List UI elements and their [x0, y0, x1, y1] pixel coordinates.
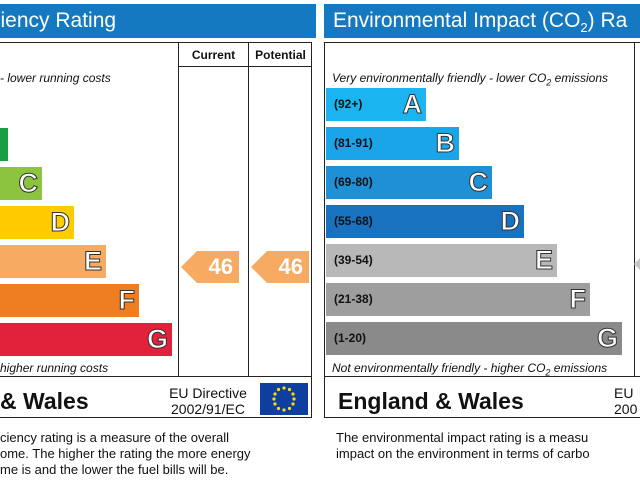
energy-band-f: F — [0, 284, 139, 317]
eu-flag-icon — [260, 383, 308, 415]
energy-band-g: G — [0, 323, 172, 356]
environment-pointer-edge — [634, 256, 640, 272]
divider-current — [178, 42, 179, 376]
environment-band-letter: B — [435, 128, 455, 159]
energy-desc-line2: ome. The higher the rating the more ener… — [0, 446, 251, 461]
energy-band-letter: C — [18, 168, 38, 199]
energy-band-e: E — [0, 245, 106, 278]
environment-bottom-note: Not environmentally friendly - higher CO… — [332, 361, 608, 378]
environment-description: The environmental impact rating is a mea… — [336, 430, 590, 462]
energy-eu-directive: EU Directive 2002/91/EC — [160, 385, 256, 417]
environment-band-letter: A — [402, 89, 422, 120]
environment-band-range: (81-91) — [334, 136, 373, 150]
environment-band-a: (92+) A — [326, 88, 426, 121]
environment-band-g: (1-20) G — [326, 322, 622, 355]
environment-band-range: (1-20) — [334, 331, 367, 345]
energy-band-c: C — [0, 167, 42, 200]
energy-bottom-note: higher running costs — [0, 361, 109, 375]
environment-eu-directive: EU 200 — [614, 385, 640, 417]
environment-panel-title: Environmental Impact (CO2) Ra — [324, 4, 640, 38]
energy-band-b — [0, 128, 8, 161]
energy-band-letter: D — [50, 207, 70, 238]
energy-description: ciency rating is a measure of the overal… — [0, 430, 251, 478]
environment-band-f: (21-38) F — [326, 283, 590, 316]
energy-directive-line2: 2002/91/EC — [171, 401, 245, 417]
energy-efficiency-panel: ciency Rating Current Potential - lower … — [0, 0, 316, 480]
column-header-current: Current — [191, 48, 236, 62]
energy-band-letter: G — [146, 324, 168, 355]
energy-desc-line1: ciency rating is a measure of the overal… — [0, 430, 230, 445]
environment-band-range: (21-38) — [334, 292, 373, 306]
column-header-potential: Potential — [255, 48, 306, 62]
environment-band-e: (39-54) E — [326, 244, 557, 277]
energy-band-letter: F — [118, 285, 135, 316]
energy-frame — [0, 42, 312, 418]
environment-footer-rule — [324, 376, 640, 377]
environment-band-b: (81-91) B — [326, 127, 459, 160]
environment-band-range: (55-68) — [334, 214, 373, 228]
column-header-rule — [178, 66, 312, 67]
divider-potential — [248, 42, 249, 376]
environment-band-letter: F — [569, 284, 586, 315]
environment-band-d: (55-68) D — [326, 205, 524, 238]
footer-rule — [0, 376, 312, 377]
environment-directive-line1: EU — [614, 385, 634, 401]
environment-directive-line2: 200 — [614, 401, 638, 417]
environment-divider — [634, 42, 635, 376]
environment-band-range: (39-54) — [334, 253, 373, 267]
environment-frame — [324, 42, 640, 418]
energy-top-note: - lower running costs — [0, 71, 111, 85]
environment-desc-line2: impact on the environment in terms of ca… — [336, 446, 590, 461]
energy-panel-title: ciency Rating — [0, 4, 316, 38]
environment-band-letter: D — [500, 206, 520, 237]
environment-band-letter: E — [534, 245, 553, 276]
energy-band-letter: E — [83, 246, 102, 277]
environment-band-range: (92+) — [334, 97, 363, 111]
energy-region-label: & Wales — [0, 388, 89, 414]
environment-band-c: (69-80) C — [326, 166, 492, 199]
energy-directive-line1: EU Directive — [169, 385, 247, 401]
environment-band-range: (69-80) — [334, 175, 373, 189]
energy-desc-line3: me is and the lower the fuel bills will … — [0, 462, 229, 477]
environment-band-letter: C — [468, 167, 488, 198]
energy-band-d: D — [0, 206, 74, 239]
environment-band-letter: G — [596, 323, 618, 354]
environment-region-label: England & Wales — [338, 388, 524, 414]
environment-top-note: Very environmentally friendly - lower CO… — [332, 71, 608, 88]
environment-desc-line1: The environmental impact rating is a mea… — [336, 430, 589, 445]
environmental-impact-panel: Environmental Impact (CO2) Ra Very envir… — [324, 0, 640, 480]
